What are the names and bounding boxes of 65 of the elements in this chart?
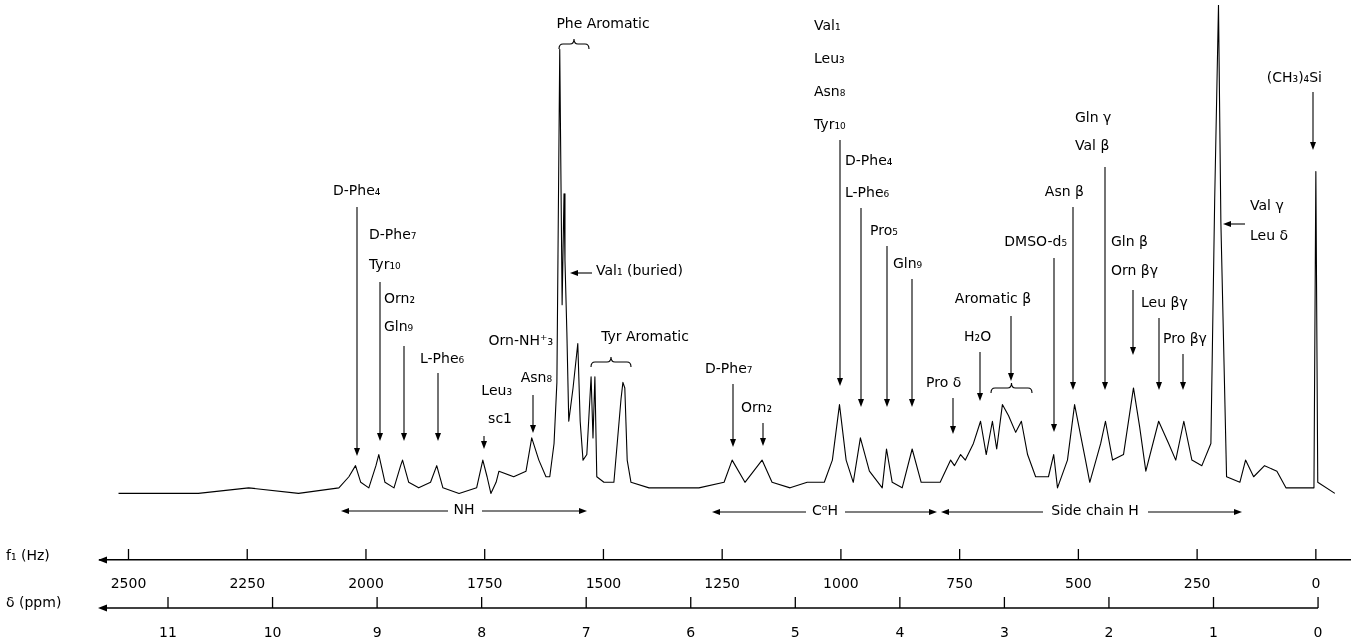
- annotation: Pro βγ: [1163, 329, 1207, 346]
- annotation: Val γ: [1250, 196, 1284, 213]
- x-tick-label: 1000: [823, 575, 859, 592]
- text: 0: [1313, 623, 1323, 640]
- x-tick-label: 500: [1065, 575, 1092, 592]
- text: 4: [895, 623, 905, 640]
- text: 1: [1209, 623, 1218, 640]
- annotation: NH: [453, 500, 475, 517]
- annotation: H₂O: [964, 327, 992, 344]
- annotation: Tyr₁₀: [813, 115, 847, 132]
- annotation: D-Phe₇: [705, 359, 753, 376]
- x-tick-label: 2500: [110, 575, 147, 592]
- x-tick-label: 2250: [229, 575, 266, 592]
- text: 9: [372, 623, 382, 640]
- annotation: Val β: [1075, 136, 1110, 153]
- annotation: Asn₈: [520, 368, 553, 385]
- annotation: Gln γ: [1075, 108, 1112, 125]
- text: 3: [999, 623, 1009, 640]
- annotation: Pro₅: [870, 221, 898, 238]
- x-tick-label: 2000: [348, 575, 384, 592]
- x-tick-label: 1500: [585, 575, 622, 592]
- text: 7: [581, 623, 591, 640]
- x-tick-label: 750: [946, 575, 974, 592]
- annotation: L-Phe₆: [420, 349, 465, 366]
- annotation: Pro δ: [926, 373, 962, 390]
- text: 6: [686, 623, 696, 640]
- annotation: Leu δ: [1250, 226, 1289, 243]
- annotation: CᵅH: [812, 501, 838, 518]
- annotation: Tyr Aromatic: [600, 327, 689, 344]
- annotation: Gln β: [1111, 232, 1148, 249]
- x-tick-label: 250: [1183, 575, 1211, 592]
- annotation: Orn₂: [384, 289, 416, 306]
- text: 8: [477, 623, 487, 640]
- text: 2: [1104, 623, 1114, 640]
- annotation: Orn₂: [741, 398, 773, 415]
- annotation: D-Phe₇: [369, 225, 417, 242]
- annotation: Orn-NH⁺₃: [488, 331, 553, 348]
- annotation: Gln₉: [893, 254, 923, 271]
- x-axis-title: f₁ (Hz): [6, 546, 50, 563]
- annotation: Leu₃: [814, 49, 845, 66]
- annotation: Val₁ (buried): [596, 261, 683, 278]
- text: 10: [263, 623, 282, 640]
- annotation: (CH₃)₄Si: [1266, 68, 1322, 85]
- annotation: Asn β: [1044, 182, 1084, 199]
- annotation: D-Phe₄: [333, 181, 381, 198]
- annotation: Orn βγ: [1111, 261, 1159, 278]
- annotation: DMSO-d₅: [1004, 232, 1067, 249]
- x-tick-label: 0: [1311, 575, 1321, 592]
- x-tick-label: 1750: [466, 575, 503, 592]
- x-tick-label: 1250: [704, 575, 740, 592]
- annotation: L-Phe₆: [845, 183, 890, 200]
- text: δ (ppm): [6, 593, 62, 610]
- annotation: Leu₃: [481, 381, 512, 398]
- annotation: sc1: [488, 409, 512, 426]
- annotation: Leu βγ: [1141, 293, 1188, 310]
- annotation: Gln₉: [384, 317, 414, 334]
- annotation: Val₁: [814, 16, 841, 33]
- annotation: D-Phe₄: [845, 151, 893, 168]
- annotation: Phe Aromatic: [556, 14, 650, 31]
- annotation: Tyr₁₀: [368, 255, 402, 272]
- text: 11: [159, 623, 177, 640]
- text: 5: [790, 623, 800, 640]
- annotation: Side chain H: [1051, 501, 1139, 518]
- annotation: Asn₈: [814, 82, 846, 99]
- annotation: Aromatic β: [954, 289, 1032, 306]
